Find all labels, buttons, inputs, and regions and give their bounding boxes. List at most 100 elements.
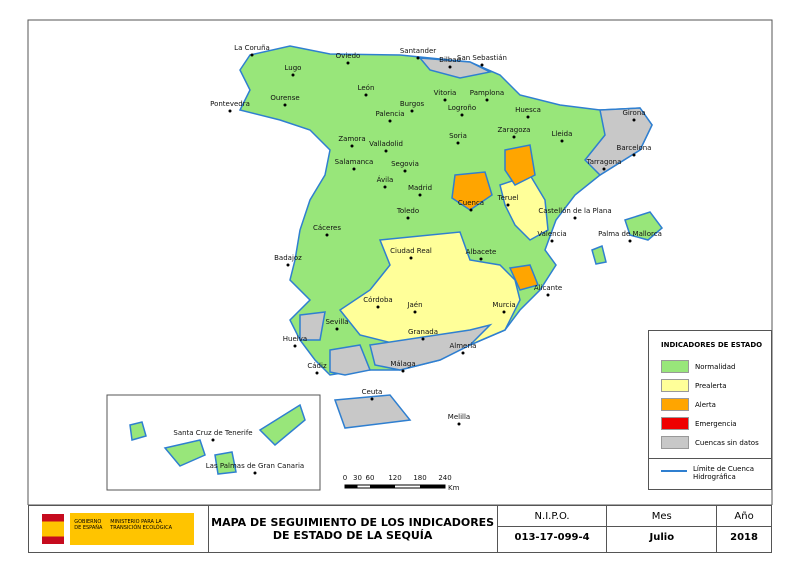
legend-label: Normalidad	[695, 362, 736, 371]
gray-ceuta	[333, 394, 412, 429]
city-dot	[485, 98, 489, 102]
legend-label: Cuencas sin datos	[695, 438, 759, 447]
city-label: Almería	[450, 342, 477, 350]
scale-tick-label: 240	[438, 474, 451, 482]
frame	[27, 19, 773, 505]
legend-swatch	[661, 360, 689, 373]
city-dot	[409, 256, 413, 260]
gray-guadalete	[329, 344, 372, 376]
legend-label: Alerta	[695, 400, 716, 409]
city-label: Huelva	[283, 335, 307, 343]
month: Mes Julio	[607, 506, 718, 552]
legend-item: Normalidad	[661, 357, 771, 376]
mallorca	[624, 211, 664, 241]
city-dot	[283, 103, 287, 107]
city-dot	[421, 337, 425, 341]
legend-label: Prealerta	[695, 381, 727, 390]
government: GOBIERNO DE ESPAÑA	[74, 519, 103, 531]
city-dot	[291, 73, 295, 77]
city-label: Segovia	[391, 160, 419, 168]
city-label: Girona	[622, 109, 645, 117]
legend: INDICADORES DE ESTADO Normalidad Prealert…	[648, 330, 772, 490]
legend-swatch	[661, 379, 689, 392]
city-dot	[413, 310, 417, 314]
nipo: N.I.P.O. 013-17-099-4	[497, 506, 608, 552]
city-dot	[346, 61, 350, 65]
city-label: Lugo	[285, 64, 302, 72]
city-label: Palencia	[376, 110, 405, 118]
city-label: Valladolid	[369, 140, 403, 148]
city-label: Ceuta	[362, 388, 383, 396]
city-label: Granada	[408, 328, 438, 336]
scale-tick-label: 120	[388, 474, 401, 482]
city-label: Valencia	[537, 230, 566, 238]
city-label: Alicante	[534, 284, 562, 292]
legend-item: Cuencas sin datos	[661, 433, 771, 452]
legend-title: INDICADORES DE ESTADO	[661, 341, 763, 349]
ministry: MINISTERIO PARA LA TRANSICIÓN ECOLÓGICA	[110, 519, 173, 531]
city-dot	[352, 167, 356, 171]
city-label: Cáceres	[313, 224, 341, 232]
city-label: Vitoria	[434, 89, 457, 97]
scale-unit: Km	[448, 484, 460, 492]
city-label: Jaén	[406, 301, 422, 309]
city-label: Salamanca	[335, 158, 374, 166]
canary-inset	[106, 394, 321, 491]
city-dot	[406, 216, 410, 220]
city-dot	[383, 185, 387, 189]
city-label: Santander	[400, 47, 436, 55]
city-dot	[469, 208, 473, 212]
city-dot	[628, 239, 632, 243]
fuerteventura	[258, 403, 306, 447]
city-label: Badajoz	[274, 254, 302, 262]
legend-label: Emergencia	[695, 419, 737, 428]
city-dot	[416, 56, 420, 60]
city-label: Sevilla	[325, 318, 348, 326]
city-dot	[418, 193, 422, 197]
month-label: Mes	[651, 510, 672, 522]
legend-item: Emergencia	[661, 414, 771, 433]
city-dot	[502, 310, 506, 314]
city-dot	[250, 53, 254, 57]
title-line: MAPA DE SEGUIMIENTO DE LOS INDICADORES	[211, 516, 495, 529]
city-dot	[546, 293, 550, 297]
city-dot	[457, 422, 461, 426]
month-value: Julio	[607, 526, 717, 552]
city-label: Madrid	[408, 184, 432, 192]
city-dot	[460, 113, 464, 117]
city-dot	[401, 369, 405, 373]
city-dot	[325, 233, 329, 237]
city-label: Soria	[449, 132, 467, 140]
city-dot	[479, 257, 483, 261]
year: Año 2018	[717, 506, 771, 552]
city-dot	[364, 93, 368, 97]
alerta-segura	[508, 264, 540, 291]
city-label: Córdoba	[363, 296, 392, 304]
city-dot	[550, 239, 554, 243]
footer: GOBIERNO DE ESPAÑA MINISTERIO PARA LA TR…	[28, 505, 772, 553]
city-label: Zamora	[338, 135, 365, 143]
city-dot	[448, 65, 452, 69]
city-label: Ourense	[270, 94, 299, 102]
year-label: Año	[734, 510, 754, 522]
city-dot	[293, 344, 297, 348]
city-dot	[560, 139, 564, 143]
city-label: San Sebastián	[457, 54, 507, 62]
city-dot	[480, 63, 484, 67]
title: MAPA DE SEGUIMIENTO DE LOS INDICADORES D…	[209, 506, 498, 552]
city-label: Logroño	[448, 104, 476, 112]
prealerta-east	[499, 174, 549, 241]
city-label: Cuenca	[458, 199, 484, 207]
city-dot	[286, 263, 290, 267]
city-dot	[335, 327, 339, 331]
city-dot	[506, 203, 510, 207]
logo: GOBIERNO DE ESPAÑA MINISTERIO PARA LA TR…	[29, 506, 209, 552]
emblem	[42, 514, 65, 544]
city-label: Teruel	[497, 194, 519, 202]
city-dot	[315, 371, 319, 375]
scale-tick-label: 60	[366, 474, 375, 482]
city-dot	[370, 397, 374, 401]
city-dot	[632, 118, 636, 122]
city-dot	[526, 115, 530, 119]
